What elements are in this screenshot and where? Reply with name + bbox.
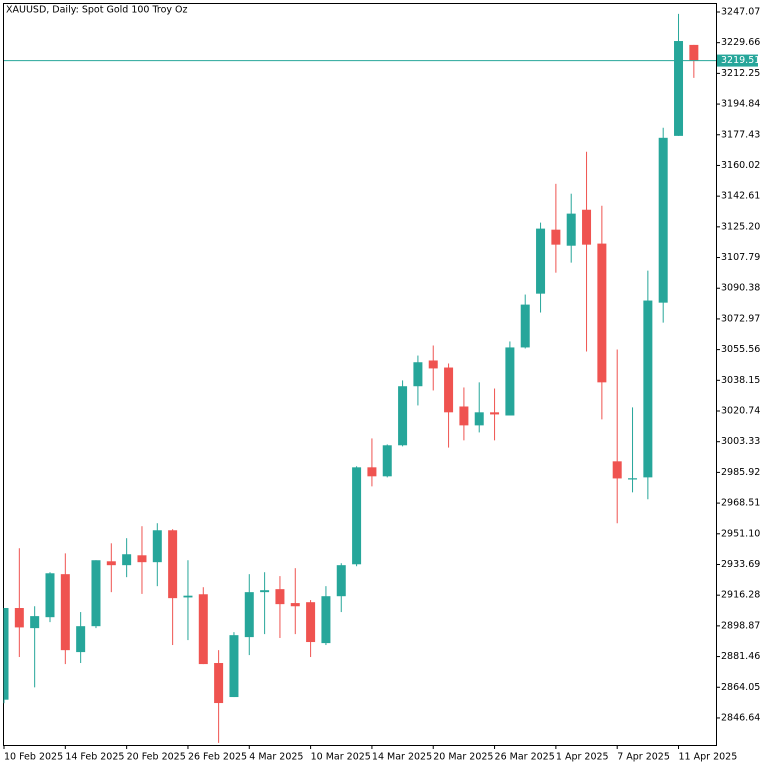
candle-body [30,616,40,629]
y-tick-label: 2951.10 [721,528,760,539]
candle-body [336,565,346,597]
candle-body [428,360,438,369]
candle-body [674,41,684,136]
x-tick-label: 20 Mar 2025 [433,752,493,763]
candle-body [505,347,515,416]
x-tick-label: 14 Feb 2025 [65,752,124,763]
y-tick-label: 3038.15 [721,375,760,386]
y-tick-label: 2968.51 [721,498,760,509]
candle-body [14,608,24,628]
x-tick-label: 1 Apr 2025 [556,752,609,763]
plot-frame [3,3,717,746]
candle-body [321,596,331,644]
candle-body [76,626,86,653]
candle-body [520,304,530,348]
candle-body [490,412,500,415]
y-tick-label: 3160.02 [721,160,760,171]
x-tick-label: 26 Feb 2025 [188,752,247,763]
x-tick-label: 7 Apr 2025 [617,752,670,763]
last-price-box [717,54,758,67]
candle-body [122,554,132,566]
candle-body [612,461,622,479]
candle-body [413,362,423,387]
candle-body [382,445,392,477]
candle-body [229,635,239,698]
candle-body [290,603,300,607]
candle-body [260,590,270,593]
candle-body [137,555,147,563]
candle-body [398,386,408,446]
candle-body [106,561,116,566]
y-tick-label: 3003.33 [721,436,760,447]
candle-body [536,228,546,294]
y-tick-label: 3142.61 [721,191,760,202]
y-tick-label: 3194.84 [721,99,760,110]
y-tick-label: 2864.05 [721,682,760,693]
x-tick-label: 11 Apr 2025 [679,752,738,763]
y-tick-label: 3247.07 [721,6,760,17]
candle-body [444,367,454,413]
candle-body [566,213,576,246]
y-tick-label: 2846.64 [721,712,760,723]
x-tick-label: 14 Mar 2025 [372,752,432,763]
candle-body [597,243,607,383]
candle-body [60,574,70,651]
candle-body [4,608,9,700]
y-tick-label: 2933.69 [721,559,760,570]
x-tick-label: 10 Mar 2025 [311,752,371,763]
x-tick-label: 20 Feb 2025 [127,752,186,763]
y-tick-label: 2916.28 [721,590,760,601]
candle-body [628,478,638,480]
candle-body [306,602,316,643]
x-tick-label: 26 Mar 2025 [495,752,555,763]
candle-body [45,573,55,618]
candle-body [582,209,592,245]
candle-body [459,406,469,426]
y-tick-label: 3020.74 [721,406,760,417]
candle-body [658,137,668,303]
y-tick-label: 3107.79 [721,252,760,263]
y-tick-label: 3055.56 [721,344,760,355]
candle-body [152,530,162,563]
y-tick-label: 3212.25 [721,68,760,79]
last-price-label: 3219.51 [721,55,760,66]
y-tick-label: 2881.46 [721,651,760,662]
y-tick-label: 3090.38 [721,283,760,294]
x-tick-label: 10 Feb 2025 [4,752,63,763]
y-tick-label: 3125.20 [721,221,760,232]
candle-body [198,594,208,665]
y-tick-label: 3072.97 [721,313,760,324]
candle-body [367,467,377,477]
candle-body [551,229,561,245]
candle-body [352,467,362,565]
y-tick-label: 2898.87 [721,620,760,631]
candle-body [91,560,101,627]
candle-body [643,300,653,478]
chart-title: XAUUSD, Daily: Spot Gold 100 Troy Oz [6,5,188,16]
y-tick-label: 3177.43 [721,129,760,140]
y-tick-label: 2985.92 [721,467,760,478]
candle-body [214,663,224,704]
candle-body [168,530,178,599]
candle-body [244,592,254,638]
candle-body [183,595,193,598]
y-tick-label: 3229.66 [721,37,760,48]
candle-body [275,589,285,605]
candle-body [689,44,699,61]
candle-body [474,412,484,426]
x-tick-label: 4 Mar 2025 [249,752,303,763]
